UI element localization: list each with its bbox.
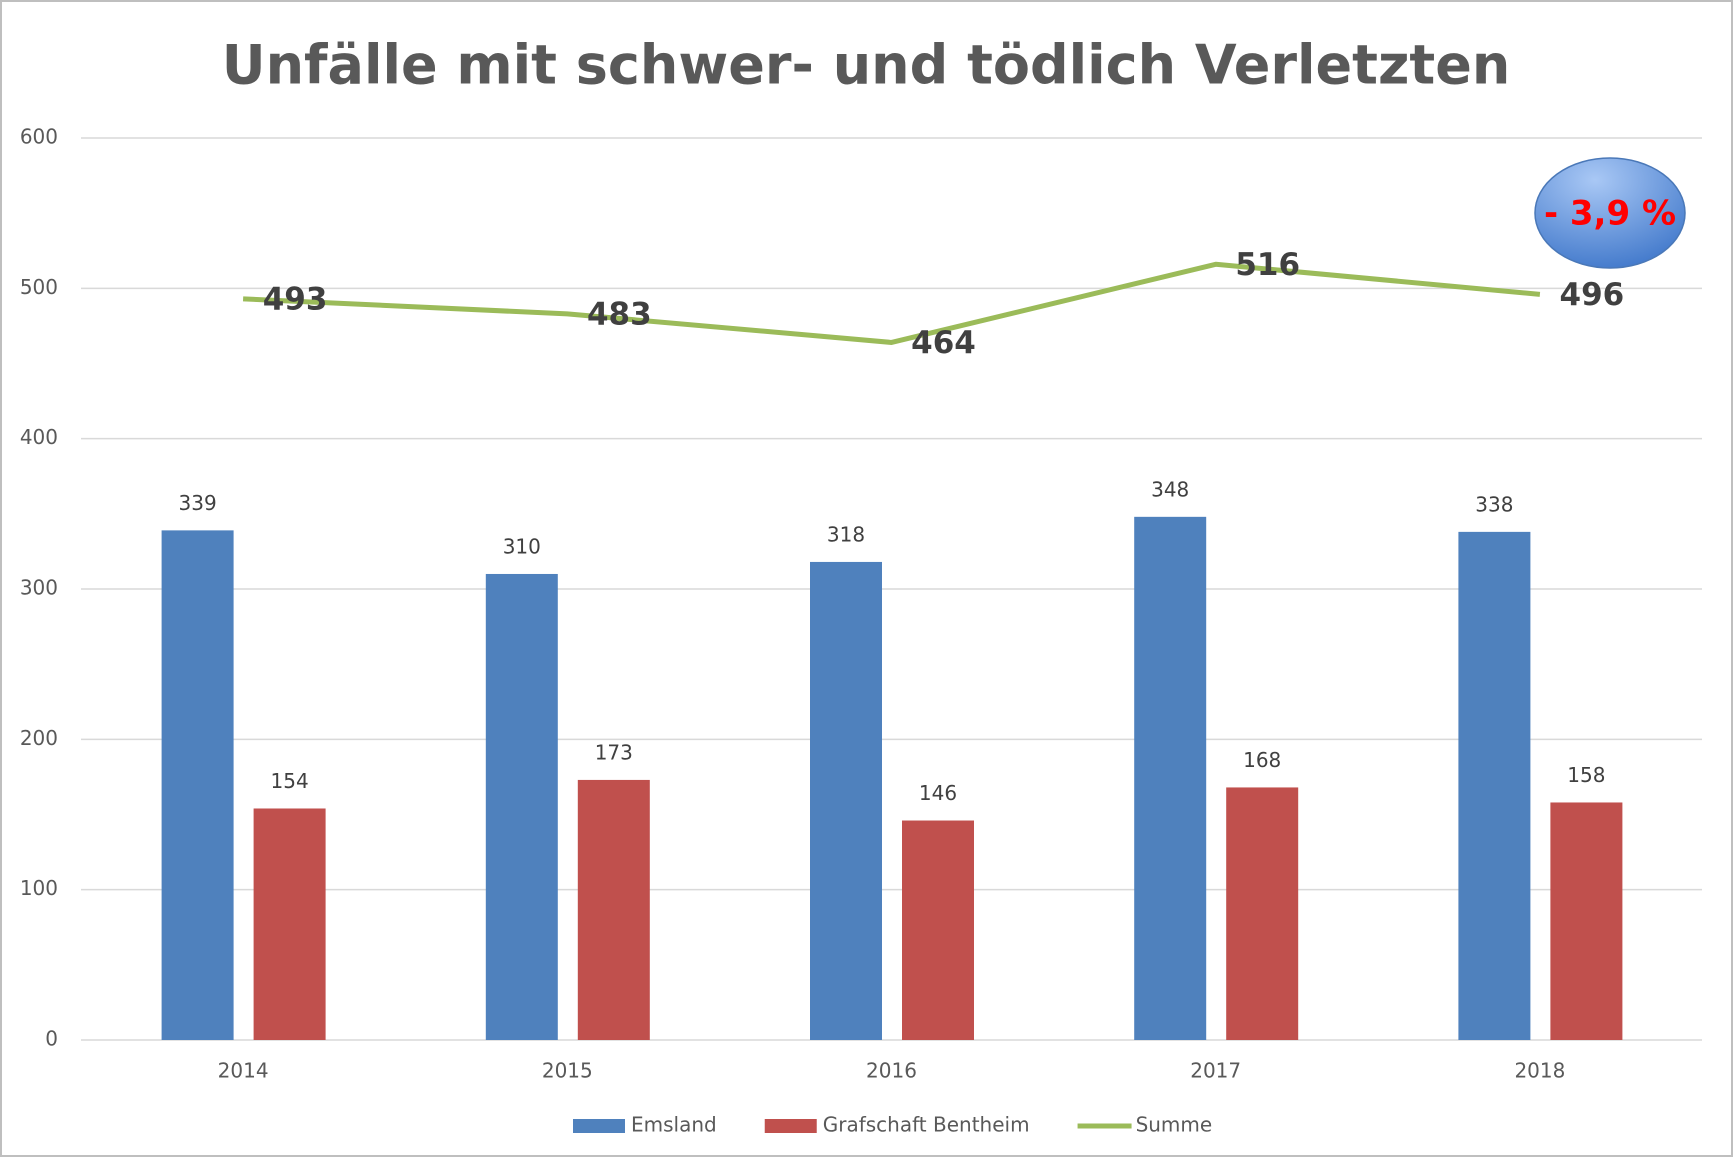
x-tick-label: 2014 xyxy=(218,1059,269,1083)
line-data-label: 516 xyxy=(1235,247,1300,283)
line-data-label: 496 xyxy=(1560,277,1625,313)
line xyxy=(242,261,1541,345)
legend-label: Grafschaft Bentheim xyxy=(823,1113,1030,1137)
bar xyxy=(577,779,650,1040)
y-tick-label: 500 xyxy=(20,275,58,299)
data-label: 318 xyxy=(827,522,865,546)
y-tick-label: 100 xyxy=(20,876,58,900)
data-label: 173 xyxy=(595,740,633,764)
bar xyxy=(1550,802,1623,1040)
legend-label: Emsland xyxy=(631,1113,717,1137)
data-label: 158 xyxy=(1567,763,1605,787)
bar xyxy=(1134,516,1207,1040)
y-tick-label: 200 xyxy=(20,726,58,750)
y-tick-label: 0 xyxy=(45,1027,58,1051)
x-tick-label: 2015 xyxy=(542,1059,593,1083)
legend-swatch xyxy=(764,1119,817,1133)
legend-swatch xyxy=(573,1119,625,1133)
bar xyxy=(161,530,234,1040)
y-tick-label: 400 xyxy=(20,425,58,449)
data-label: 154 xyxy=(271,769,309,793)
line-data-label: 483 xyxy=(587,296,652,332)
annotation: - 3,9 % xyxy=(1544,194,1676,234)
x-tick-label: 2016 xyxy=(866,1059,917,1083)
bar xyxy=(810,561,882,1040)
bar xyxy=(485,573,558,1040)
bar xyxy=(1226,787,1299,1040)
legend-label: Summe xyxy=(1136,1113,1213,1137)
data-label: 348 xyxy=(1151,477,1189,501)
data-label: 168 xyxy=(1243,748,1281,772)
data-label: 310 xyxy=(503,534,541,558)
data-label: 146 xyxy=(919,781,957,805)
y-tick-label: 300 xyxy=(20,576,58,600)
annotation-bubble xyxy=(1534,157,1686,269)
bar xyxy=(902,820,974,1040)
y-tick-label: 600 xyxy=(20,125,58,149)
data-label: 339 xyxy=(179,491,217,515)
x-tick-label: 2017 xyxy=(1190,1059,1241,1083)
line-data-label: 464 xyxy=(911,325,976,361)
data-label: 338 xyxy=(1475,492,1513,516)
bar xyxy=(1458,531,1531,1040)
line-data-label: 493 xyxy=(263,281,328,317)
x-tick-label: 2018 xyxy=(1514,1059,1565,1083)
bar xyxy=(253,808,326,1040)
chart-title: Unfälle mit schwer- und tödlich Verletzt… xyxy=(222,34,1511,97)
